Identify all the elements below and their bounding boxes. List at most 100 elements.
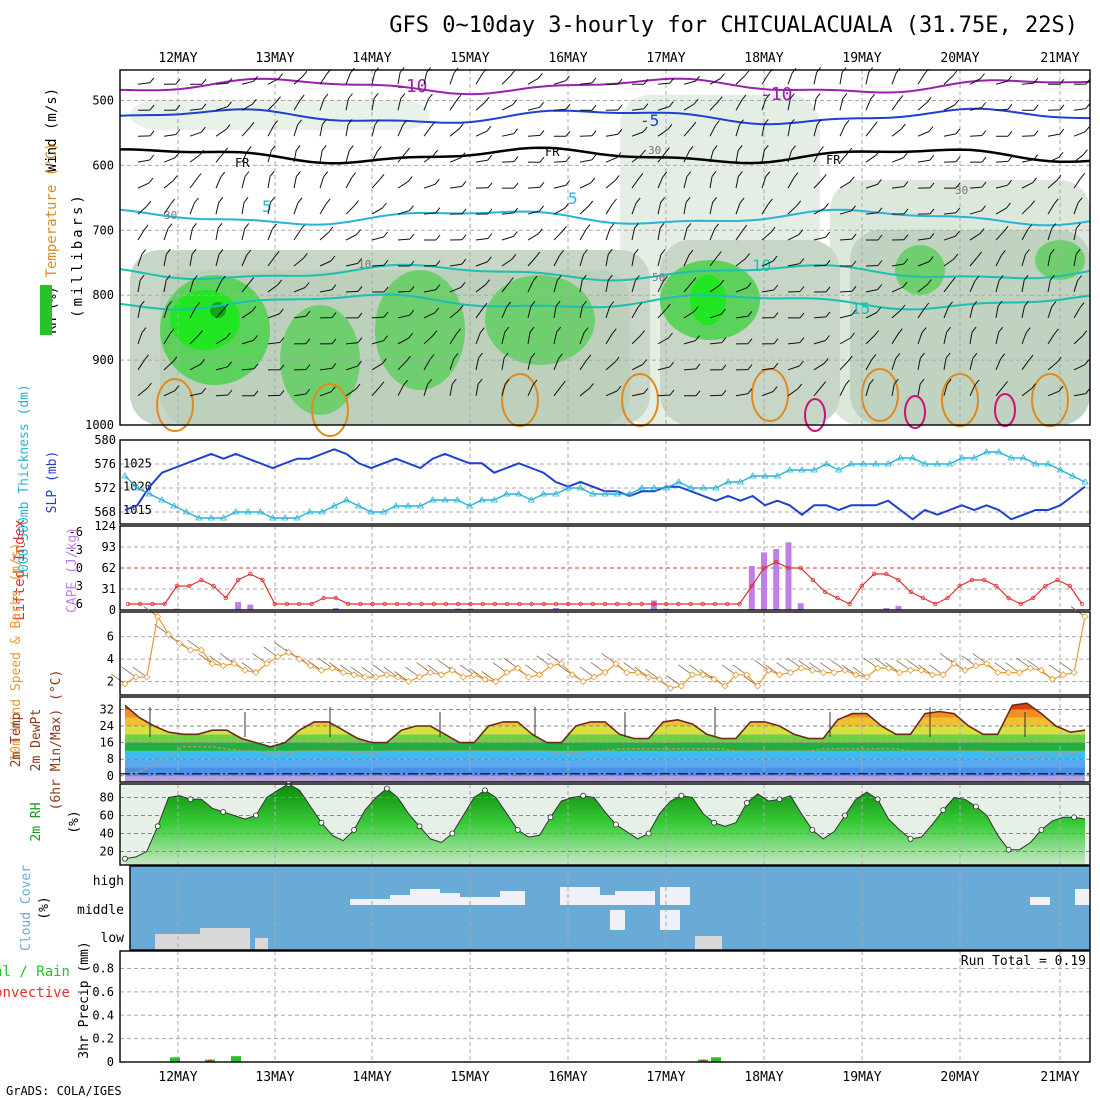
wind-speed-marker <box>1015 669 1024 677</box>
wind-barb <box>813 179 823 189</box>
cloud-frame <box>129 865 1091 951</box>
wind-barb-flag <box>638 172 644 179</box>
wind-barb-flag <box>659 222 665 229</box>
wind-barb-flag <box>871 354 877 360</box>
wind-barb <box>132 666 148 678</box>
wind-barb <box>885 662 900 673</box>
wind-barb <box>605 333 613 345</box>
wind-barb <box>345 124 349 137</box>
wind-barb-flag <box>693 98 699 105</box>
wind-barb <box>137 229 145 241</box>
wind-barb-flag <box>409 260 415 267</box>
lifted-index-marker <box>994 583 999 589</box>
wind-barb-flag <box>662 171 668 178</box>
wind-barb-flag <box>273 120 279 126</box>
wind-barb <box>709 202 714 215</box>
wind-barb <box>423 98 429 111</box>
wind-barb <box>397 181 409 189</box>
wind-barb <box>683 340 696 345</box>
wind-barb <box>969 233 981 241</box>
cape-bar <box>761 552 767 610</box>
wind-barb <box>969 186 983 189</box>
wind-barb <box>397 210 410 215</box>
wind-barb <box>189 154 200 163</box>
wind-barb <box>605 361 616 371</box>
axis-label-temperature: Temperature (°C) <box>44 143 60 278</box>
wind-barb-flag <box>1059 128 1065 135</box>
wind-barb <box>449 309 460 319</box>
wind-barb-flag <box>799 286 805 292</box>
lifted-index-marker <box>199 577 204 583</box>
wind-barb-flag <box>851 205 856 212</box>
wind-barb <box>943 384 948 396</box>
wind-barb-flag <box>851 260 857 267</box>
wind-barb <box>475 284 486 293</box>
wind-barb-flag <box>586 354 592 361</box>
wind-barb-flag <box>460 281 466 288</box>
wind-barb-flag <box>246 249 252 256</box>
wind-barb-flag <box>172 356 178 363</box>
thickness-marker <box>724 478 732 485</box>
wind-barb <box>189 202 195 215</box>
thickness-marker <box>453 496 462 503</box>
isotherm-line <box>119 77 1091 96</box>
wind-barb <box>501 161 515 163</box>
wind-barb <box>865 99 872 111</box>
thickness-marker <box>798 466 806 473</box>
wind-barb <box>839 181 851 189</box>
wind-barb <box>1073 202 1079 215</box>
wind-barb-flag <box>175 78 181 85</box>
lifted-index-marker <box>456 601 461 607</box>
wind-barb <box>319 124 323 137</box>
wind-barb-flag <box>270 145 276 151</box>
wind-barb <box>605 306 611 319</box>
wind-speed-marker <box>514 664 522 672</box>
chart-title: GFS 0~10day 3-hourly for CHICUALACUALA (… <box>389 13 1078 38</box>
wind-barb-flag <box>643 103 649 110</box>
wind-barb <box>891 157 904 163</box>
wind-barb-flag <box>432 330 438 337</box>
wind-barb-flag <box>141 249 147 255</box>
date-tick-label-bottom: 14MAY <box>352 1070 391 1085</box>
wind-barb-flag <box>669 361 675 368</box>
wind-barb-flag <box>149 130 155 137</box>
precip-convective-bar <box>701 1059 705 1062</box>
wind-barb-flag <box>616 385 622 392</box>
wind-barb-flag <box>688 145 694 152</box>
wind-speed-marker <box>645 673 653 681</box>
lifted-index-marker <box>1043 583 1048 589</box>
date-tick-label-bottom: 16MAY <box>548 1070 587 1085</box>
wind-barb-flag <box>513 207 519 214</box>
isotherm-line <box>120 146 1091 165</box>
wind-barb-flag <box>330 386 336 393</box>
wind-barb-flag <box>819 146 824 152</box>
wind-barb-flag <box>979 228 985 234</box>
wind-barb <box>1005 662 1020 673</box>
wind-barb-flag <box>1051 223 1057 229</box>
wind-barb-flag <box>773 338 779 345</box>
wind-barb-flag <box>305 338 311 345</box>
wind-barb-flag <box>323 171 329 178</box>
wind-speed-marker <box>1070 669 1078 677</box>
wind-barb-flag <box>146 200 152 207</box>
wind-barb-flag <box>1007 156 1013 162</box>
wind-barb-flag <box>225 124 231 130</box>
cloud-high-bar <box>350 899 390 905</box>
rh-marker <box>907 836 914 842</box>
wind-barb <box>1048 664 1064 676</box>
wind-barb <box>761 150 765 163</box>
wind-barb-flag <box>611 328 617 335</box>
wind-barb-flag <box>321 145 327 151</box>
wind-barb-flag <box>487 182 493 189</box>
wind-barb-flag <box>376 146 382 152</box>
wind-barb-flag <box>875 149 881 156</box>
thickness-marker <box>601 490 609 497</box>
isotherm-label: FR <box>235 156 250 170</box>
wind-barb <box>1073 364 1086 371</box>
thickness-marker <box>785 466 794 473</box>
lifted-index-marker <box>578 601 583 607</box>
rh-core-shade <box>170 290 240 350</box>
wind-barb-flag <box>504 378 510 385</box>
wind-barb-flag <box>1007 103 1013 110</box>
